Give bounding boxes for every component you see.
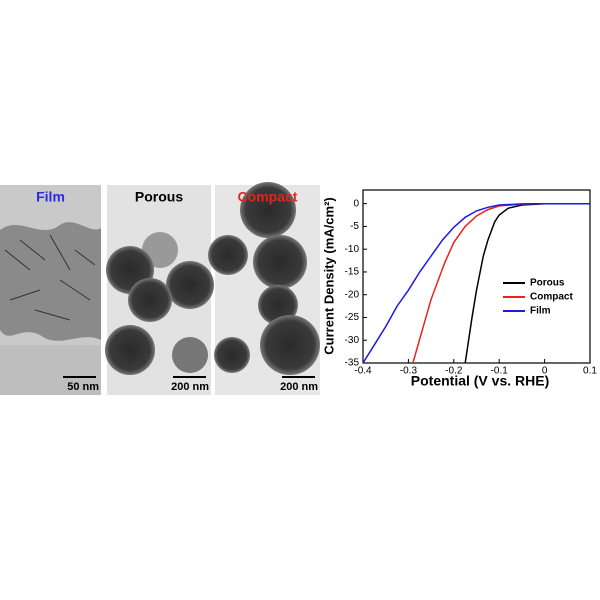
scale-label: 200 nm	[171, 381, 209, 393]
tem-porous	[105, 185, 214, 395]
y-axis-label: Current Density (mA/cm²)	[321, 197, 336, 354]
x-tick-label: 0.1	[583, 366, 597, 377]
legend-label: Compact	[530, 292, 573, 303]
y-tick-label: -35	[345, 358, 360, 369]
tem-film	[0, 185, 101, 395]
y-tick-label: -10	[345, 244, 360, 255]
x-tick-label: -0.4	[354, 366, 372, 377]
line	[464, 202, 590, 364]
scale-label: 200 nm	[280, 381, 318, 393]
y-tick-label: -20	[345, 289, 360, 300]
y-tick-label: -25	[345, 312, 360, 323]
y-tick-label: -30	[345, 335, 360, 346]
tem-compact	[208, 182, 320, 395]
x-tick-label: -0.1	[491, 366, 509, 377]
y-tick-label: -5	[350, 221, 359, 232]
legend-label: Porous	[530, 278, 565, 289]
x-tick-label: -0.3	[400, 366, 418, 377]
line	[362, 202, 590, 364]
scale-label: 50 nm	[67, 381, 99, 393]
plot-frame	[362, 189, 591, 364]
y-tick-label: 0	[353, 198, 359, 209]
x-tick-label: 0	[542, 366, 548, 377]
y-tick-label: -15	[345, 267, 360, 278]
x-tick-label: -0.2	[445, 366, 463, 377]
panel-label: Porous	[135, 189, 183, 205]
x-axis-label: Potential (V vs. RHE)	[411, 373, 549, 389]
legend-label: Film	[530, 306, 551, 317]
panel-label: Film	[36, 189, 65, 205]
panel-label: Compact	[238, 189, 298, 205]
